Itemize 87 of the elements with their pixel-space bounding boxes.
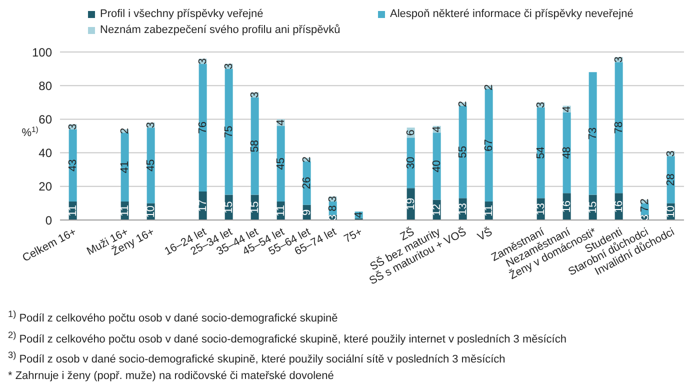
- bar: [588, 72, 597, 195]
- bar: [458, 106, 467, 198]
- data-label: 28: [664, 174, 677, 186]
- data-label: 11: [118, 205, 131, 216]
- bar: [146, 128, 155, 204]
- data-label: 8: [326, 205, 339, 212]
- data-label: 7: [638, 206, 651, 212]
- data-label: 54: [534, 146, 547, 159]
- data-label: 45: [144, 159, 157, 172]
- data-label: 48: [560, 146, 573, 159]
- data-label: 2: [300, 156, 313, 163]
- data-label: 2: [456, 101, 469, 108]
- data-label: 3: [612, 56, 625, 63]
- data-label: 15: [248, 201, 261, 214]
- data-label: 3: [326, 214, 339, 221]
- y-tick-label: 20: [38, 180, 52, 194]
- data-label: 3: [222, 63, 235, 70]
- text: $^{2)}$ Podíl z celkového počtu osob v dané socio-demografické skupině, které použily internet v posledních 3 měsících: [8, 328, 568, 348]
- text: $^{1)}$ Podíl z celkového počtu osob v dané socio-demografické skupině: [8, 308, 339, 327]
- bar: [224, 68, 233, 195]
- data-label: 13: [534, 202, 547, 216]
- bar: [250, 97, 259, 195]
- data-label: 16: [560, 200, 573, 213]
- data-label: 3: [664, 150, 677, 157]
- data-label: 4: [430, 126, 443, 132]
- y-tick-label: 0: [45, 213, 52, 228]
- y-tick-label: 40: [38, 146, 52, 160]
- legend-label: Alespoň některé informace či příspěvky neveřejné: [390, 8, 634, 20]
- data-label: 4: [560, 106, 573, 112]
- data-label: 73: [586, 127, 599, 140]
- data-label: 58: [248, 140, 261, 152]
- data-label: 12: [430, 204, 443, 216]
- bar: [562, 112, 571, 194]
- bar: [432, 132, 441, 200]
- x-tick-label: VŠ: [475, 225, 494, 244]
- data-label: 30: [404, 156, 417, 170]
- data-label: 17: [196, 200, 209, 212]
- bar: [120, 132, 129, 202]
- data-label: 41: [118, 160, 131, 174]
- data-label: 6: [404, 130, 417, 136]
- data-label: 15: [586, 201, 599, 214]
- bar: [276, 126, 285, 202]
- text: * Zahrnuje i ženy (popř. muže) na rodičovské či mateřské dovolené: [8, 368, 335, 384]
- data-label: 10: [144, 205, 157, 218]
- data-label: 4: [274, 119, 287, 126]
- legend-label: Neznám zabezpečení svého profilu ani příspěvků: [100, 24, 340, 36]
- data-label: 3: [638, 214, 651, 221]
- data-label: 13: [456, 202, 469, 216]
- data-label: 15: [222, 201, 235, 214]
- data-label: 76: [196, 121, 209, 134]
- data-label: 75: [222, 126, 235, 138]
- bar: [198, 64, 207, 192]
- data-label: 11: [274, 205, 287, 216]
- data-label: 16: [612, 200, 625, 213]
- data-label: 26: [300, 176, 313, 190]
- y-tick-label: 80: [38, 78, 52, 93]
- data-label: 43: [66, 159, 79, 172]
- data-label: 19: [404, 198, 417, 210]
- x-tick-label: 75+: [342, 226, 364, 246]
- data-label: 78: [612, 121, 625, 134]
- legend-label: Profil i všechny příspěvky veřejné: [100, 8, 264, 20]
- text: $^{3)}$ Podíl z osob v dané socio-demografické skupině, které použily sociální sítě v posledních 3 měsících: [8, 349, 506, 368]
- data-label: 2: [118, 128, 131, 134]
- bar: [614, 62, 623, 194]
- data-label: 4: [352, 212, 365, 218]
- bar: [484, 88, 493, 202]
- data-label: 3: [326, 196, 339, 202]
- data-label: 3: [196, 58, 209, 64]
- data-label: 2: [638, 198, 651, 205]
- data-label: 11: [66, 205, 79, 216]
- data-label: 3: [144, 122, 157, 128]
- data-label: 55: [456, 146, 469, 158]
- data-label: 45: [274, 158, 287, 170]
- data-label: 3: [248, 92, 261, 98]
- bar: [536, 107, 545, 198]
- data-label: 9: [300, 209, 313, 216]
- data-label: 67: [482, 139, 495, 152]
- bar: [68, 129, 77, 202]
- data-label: 3: [66, 124, 79, 130]
- data-label: 3: [534, 102, 547, 108]
- y-tick-label: 60: [38, 112, 52, 126]
- y-tick-label: 100: [32, 45, 52, 60]
- y-axis-title: %$^{1)}$: [22, 124, 39, 139]
- data-label: 2: [482, 84, 495, 90]
- data-label: 10: [664, 205, 677, 218]
- data-label: 40: [430, 160, 443, 172]
- data-label: 11: [482, 205, 495, 216]
